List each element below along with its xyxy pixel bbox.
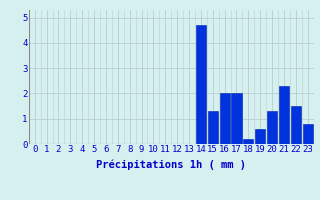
Bar xyxy=(303,124,313,144)
Bar xyxy=(279,86,289,144)
Bar xyxy=(243,139,253,144)
Bar xyxy=(267,111,277,144)
Bar xyxy=(208,111,218,144)
Bar xyxy=(231,93,242,144)
Bar xyxy=(255,129,265,144)
Bar xyxy=(220,93,230,144)
Bar xyxy=(196,25,206,144)
Bar xyxy=(291,106,301,144)
X-axis label: Précipitations 1h ( mm ): Précipitations 1h ( mm ) xyxy=(96,160,246,170)
